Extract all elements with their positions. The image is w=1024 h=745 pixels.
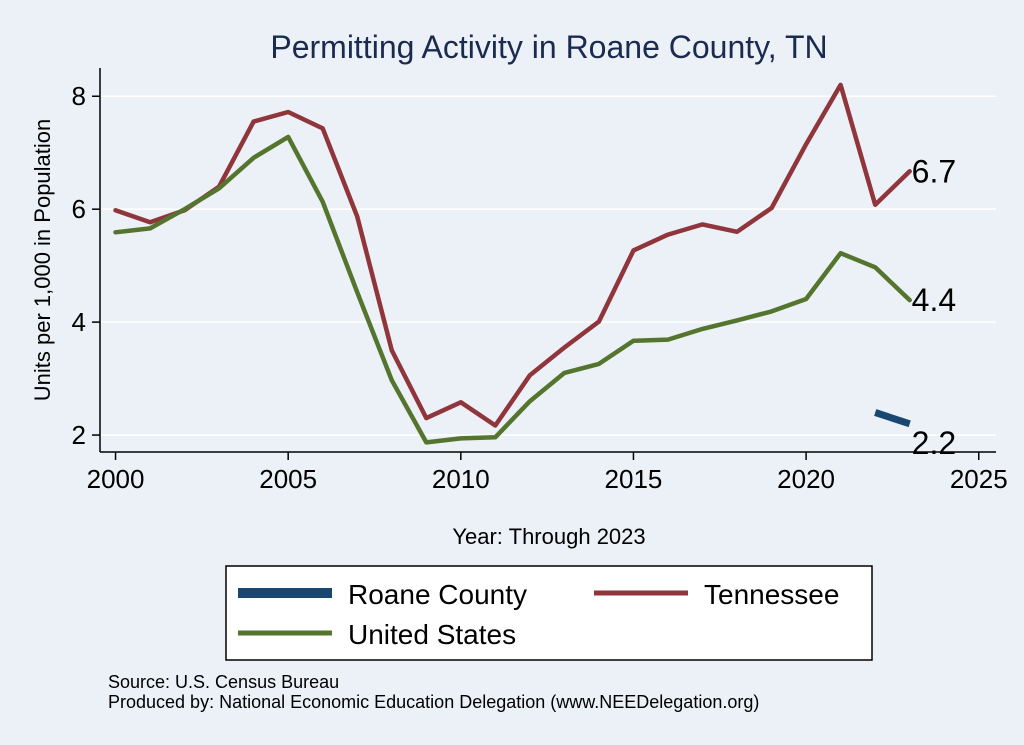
legend: Roane County Tennessee United States [225, 565, 873, 661]
legend-label-united-states: United States [348, 619, 516, 650]
chart: 2 4 6 8 2000 2005 2010 2015 2020 2025 6.7 4.4 2.2 P… [30, 29, 1008, 661]
end-label-roane-county: 2.2 [912, 425, 956, 461]
series-line-roane-county [874, 409, 911, 428]
end-label-tennessee: 6.7 [912, 153, 956, 189]
series-line-united-states [113, 134, 912, 445]
x-axis-title: Year: Through 2023 [452, 524, 645, 549]
y-tick-label-2: 2 [72, 420, 86, 450]
x-tick-label-2020: 2020 [777, 464, 835, 494]
chart-title: Permitting Activity in Roane County, TN [270, 29, 827, 65]
series-lines [113, 82, 912, 445]
source-note: Source: U.S. Census Bureau [108, 672, 340, 692]
ticks: 2 4 6 8 2000 2005 2010 2015 2020 2025 [72, 81, 1008, 494]
y-axis-title: Units per 1,000 in Population [30, 119, 55, 402]
x-tick-label-2005: 2005 [259, 464, 317, 494]
y-tick-label-6: 6 [72, 194, 86, 224]
legend-box [225, 565, 873, 661]
legend-label-roane-county: Roane County [348, 579, 527, 610]
end-label-united-states: 4.4 [912, 282, 956, 318]
x-tick-label-2000: 2000 [87, 464, 145, 494]
end-labels: 6.7 4.4 2.2 [912, 153, 956, 460]
legend-label-tennessee: Tennessee [704, 579, 839, 610]
gridlines [100, 95, 996, 436]
footer: Source: U.S. Census Bureau Produced by: … [108, 672, 759, 712]
series-line-tennessee [113, 82, 912, 428]
producer-note: Produced by: National Economic Education… [108, 692, 760, 712]
x-tick-label-2015: 2015 [605, 464, 663, 494]
x-tick-label-2025: 2025 [950, 464, 1008, 494]
x-tick-label-2010: 2010 [432, 464, 490, 494]
y-tick-label-4: 4 [72, 307, 86, 337]
y-tick-label-8: 8 [72, 81, 86, 111]
